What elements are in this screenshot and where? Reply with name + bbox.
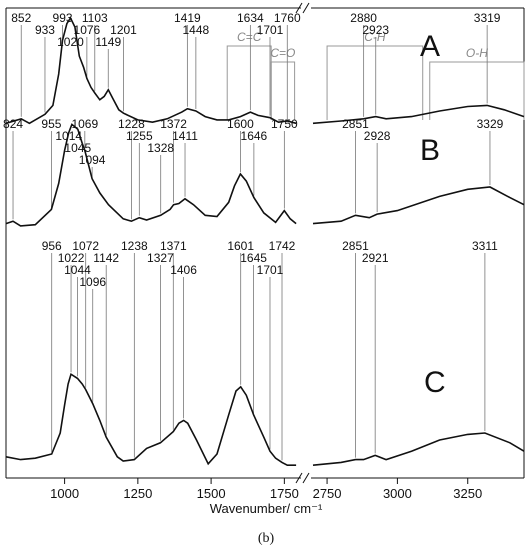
peak-label-B-3329: 3329 xyxy=(477,117,504,131)
x-tick-label-2750: 2750 xyxy=(313,486,342,501)
series-B-panel-label: B xyxy=(420,134,440,167)
x-tick-label-1000: 1000 xyxy=(50,486,79,501)
series-C-panel-label: C xyxy=(424,366,446,399)
peak-label-A-2880: 2880 xyxy=(350,11,377,25)
peak-label-B-1328: 1328 xyxy=(147,141,174,155)
peak-label-B-1069: 1069 xyxy=(71,117,98,131)
group-label-ch: C-H xyxy=(364,30,386,44)
peak-label-A-1076: 1076 xyxy=(74,23,101,37)
peak-label-C-956: 956 xyxy=(42,239,62,253)
group-bracket-cc xyxy=(226,45,272,120)
band-group-layer: C=C C=O C-H O-H xyxy=(226,30,525,120)
peak-label-B-955: 955 xyxy=(41,117,61,131)
series-A-line-fingerprint xyxy=(5,16,297,125)
peak-label-C-1022: 1022 xyxy=(58,251,85,265)
peak-label-C-2851: 2851 xyxy=(342,239,369,253)
peak-label-B-1411: 1411 xyxy=(172,129,198,143)
axis-break-mark-bottom-1 xyxy=(295,472,303,484)
peak-label-A-1201: 1201 xyxy=(110,23,137,37)
x-axis-title: Wavenumber/ cm⁻¹ xyxy=(210,501,323,516)
peak-label-A-1103: 1103 xyxy=(82,11,108,25)
x-tick-label-3250: 3250 xyxy=(453,486,482,501)
series-A-line-high xyxy=(312,104,525,125)
group-label-co: C=O xyxy=(270,46,295,60)
peak-label-B-1600: 1600 xyxy=(227,117,254,131)
peak-label-A-1634: 1634 xyxy=(237,11,264,25)
peak-label-B-1372: 1372 xyxy=(160,117,187,131)
peak-label-A-1419: 1419 xyxy=(174,11,201,25)
peak-label-B-1646: 1646 xyxy=(241,129,268,143)
peak-label-B-1750: 1750 xyxy=(271,117,298,131)
peak-label-C-3311: 3311 xyxy=(472,239,498,253)
group-label-cc: C=C xyxy=(237,30,262,44)
peak-label-C-1742: 1742 xyxy=(269,239,296,253)
series-C-line-fingerprint xyxy=(5,372,297,466)
group-bracket-oh xyxy=(429,61,525,120)
peak-label-A-852: 852 xyxy=(11,11,31,25)
peak-leader-layer xyxy=(12,25,491,461)
peak-label-B-1045: 1045 xyxy=(64,141,91,155)
peak-label-A-3319: 3319 xyxy=(474,11,501,25)
peak-label-A-1448: 1448 xyxy=(183,23,210,37)
peak-label-A-933: 933 xyxy=(35,23,55,37)
peak-label-B-2928: 2928 xyxy=(364,129,391,143)
peak-label-A-1760: 1760 xyxy=(274,11,301,25)
peak-label-C-1327: 1327 xyxy=(147,251,174,265)
peak-label-A-1149: 1149 xyxy=(95,35,121,49)
axis-break-mark-top-2 xyxy=(302,2,310,14)
peak-label-B-824: 824 xyxy=(3,117,23,131)
series-B-line-fingerprint xyxy=(5,123,297,227)
x-tick-label-1750: 1750 xyxy=(270,486,299,501)
peak-label-A-1701: 1701 xyxy=(257,23,284,37)
peak-label-A-2923: 2923 xyxy=(362,23,389,37)
figure-caption: (b) xyxy=(258,531,275,546)
peak-label-C-1096: 1096 xyxy=(79,275,106,289)
peak-label-A-993: 993 xyxy=(53,11,73,25)
peak-label-C-1238: 1238 xyxy=(121,239,148,253)
axis-break-mark-bottom-2 xyxy=(302,472,310,484)
group-bracket-ch xyxy=(326,45,424,120)
peak-label-C-1072: 1072 xyxy=(72,239,99,253)
peak-label-B-1255: 1255 xyxy=(126,129,153,143)
panel-label-layer: A B C xyxy=(420,30,446,399)
series-B-line-high xyxy=(312,186,525,225)
x-tick-label-1250: 1250 xyxy=(123,486,152,501)
series-layer xyxy=(5,16,525,466)
peak-label-A-1020: 1020 xyxy=(57,35,84,49)
axis-break-mark-top-1 xyxy=(295,2,303,14)
group-bracket-co xyxy=(270,61,296,120)
peak-label-C-1371: 1371 xyxy=(160,239,187,253)
peak-label-B-1228: 1228 xyxy=(118,117,145,131)
peak-label-B-2851: 2851 xyxy=(342,117,369,131)
x-tick-label-3000: 3000 xyxy=(383,486,412,501)
peak-label-C-1142: 1142 xyxy=(93,251,119,265)
peak-label-B-1014: 1014 xyxy=(55,129,82,143)
group-label-oh: O-H xyxy=(466,46,488,60)
series-C-line-high xyxy=(312,432,525,466)
peak-label-B-1094: 1094 xyxy=(79,153,106,167)
peak-label-C-1601: 1601 xyxy=(227,239,254,253)
peak-label-C-1406: 1406 xyxy=(170,263,197,277)
peak-label-C-1645: 1645 xyxy=(240,251,267,265)
peak-label-C-2921: 2921 xyxy=(362,251,389,265)
axis-break-marks xyxy=(295,2,310,484)
peak-label-C-1701: 1701 xyxy=(257,263,284,277)
x-tick-layer: 1000 1250 1500 1750 2750 3000 3250 xyxy=(50,478,482,501)
x-tick-label-1500: 1500 xyxy=(197,486,226,501)
peak-label-C-1044: 1044 xyxy=(64,263,91,277)
series-A-panel-label: A xyxy=(420,30,440,63)
